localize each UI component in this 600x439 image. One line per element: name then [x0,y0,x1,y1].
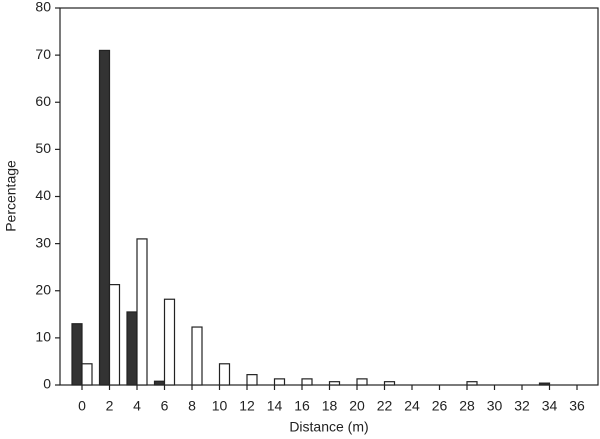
bar [466,381,478,386]
x-tick-label: 20 [349,398,365,414]
y-tick-label: 50 [35,140,51,156]
x-tick-label: 12 [239,398,255,414]
x-tick-label: 36 [569,398,585,414]
x-tick-label: 0 [78,398,86,414]
y-tick-label: 70 [35,46,51,62]
x-axis-label: Distance (m) [289,419,368,435]
y-tick-label: 10 [35,329,51,345]
bar [126,311,138,386]
bar [136,238,148,386]
x-tick-label: 24 [404,398,420,414]
x-tick-label: 6 [161,398,169,414]
bar [153,380,166,386]
bar [71,323,83,386]
x-tick-label: 32 [514,398,530,414]
bar [538,382,551,386]
y-tick-label: 20 [35,281,51,297]
bar [163,298,176,386]
x-tick-label: 34 [542,398,558,414]
y-tick-label: 80 [35,0,51,15]
x-tick-label: 14 [267,398,283,414]
bar [191,326,203,386]
y-axis-label: Percentage [3,160,19,232]
y-tick-label: 40 [35,187,51,203]
bar [273,378,286,386]
bar [218,363,231,386]
y-tick-label: 0 [43,376,51,392]
x-tick-label: 2 [106,398,114,414]
bar [328,381,341,386]
x-tick-label: 30 [487,398,503,414]
x-tick-label: 26 [432,398,448,414]
bar [356,378,368,386]
bar [81,363,93,386]
x-tick-label: 22 [377,398,393,414]
x-tick-label: 28 [459,398,475,414]
bar [383,381,396,386]
y-tick-label: 60 [35,93,51,109]
x-tick-label: 18 [322,398,338,414]
bar [301,378,313,386]
bar [246,374,258,386]
x-tick-label: 4 [133,398,141,414]
bar [108,284,121,386]
x-tick-label: 10 [212,398,228,414]
y-tick-label: 30 [35,234,51,250]
x-tick-label: 16 [294,398,310,414]
x-tick-label: 8 [188,398,196,414]
bar [98,49,111,386]
